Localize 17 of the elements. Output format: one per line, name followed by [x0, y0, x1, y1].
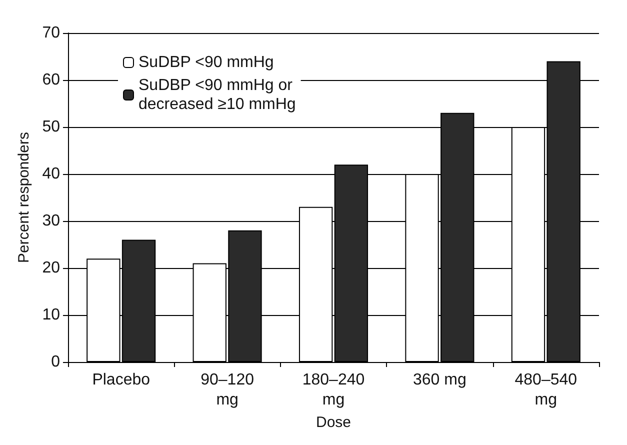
y-tick-label: 60 [42, 72, 60, 88]
x-tick-label: Placebo [92, 372, 150, 388]
x-tick-label: 480–540 mg [514, 372, 578, 408]
x-axis-title: Dose [316, 414, 352, 431]
y-tick-label: 40 [42, 166, 60, 182]
y-tick-label: 10 [42, 306, 60, 324]
legend-label: SuDBP <90 mmHg [138, 54, 274, 71]
y-tick-label: 0 [51, 354, 60, 370]
y-axis-title: Percent responders [15, 132, 32, 263]
x-tick-label: 90–120 mg [200, 372, 254, 408]
x-tick-label: 180–240 mg [302, 372, 365, 408]
legend-label: SuDBP <90 mmHg or decreased ≥10 mmHg [138, 77, 296, 113]
y-tick-label: 20 [42, 260, 60, 276]
y-tick-label: 50 [42, 118, 60, 136]
y-tick-label: 30 [42, 212, 60, 230]
y-tick-label: 70 [42, 24, 60, 42]
x-tick-label: 360 mg [413, 372, 466, 388]
